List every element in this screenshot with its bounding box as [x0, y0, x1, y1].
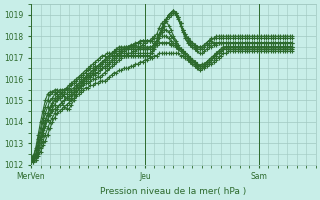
X-axis label: Pression niveau de la mer( hPa ): Pression niveau de la mer( hPa ) — [100, 187, 247, 196]
